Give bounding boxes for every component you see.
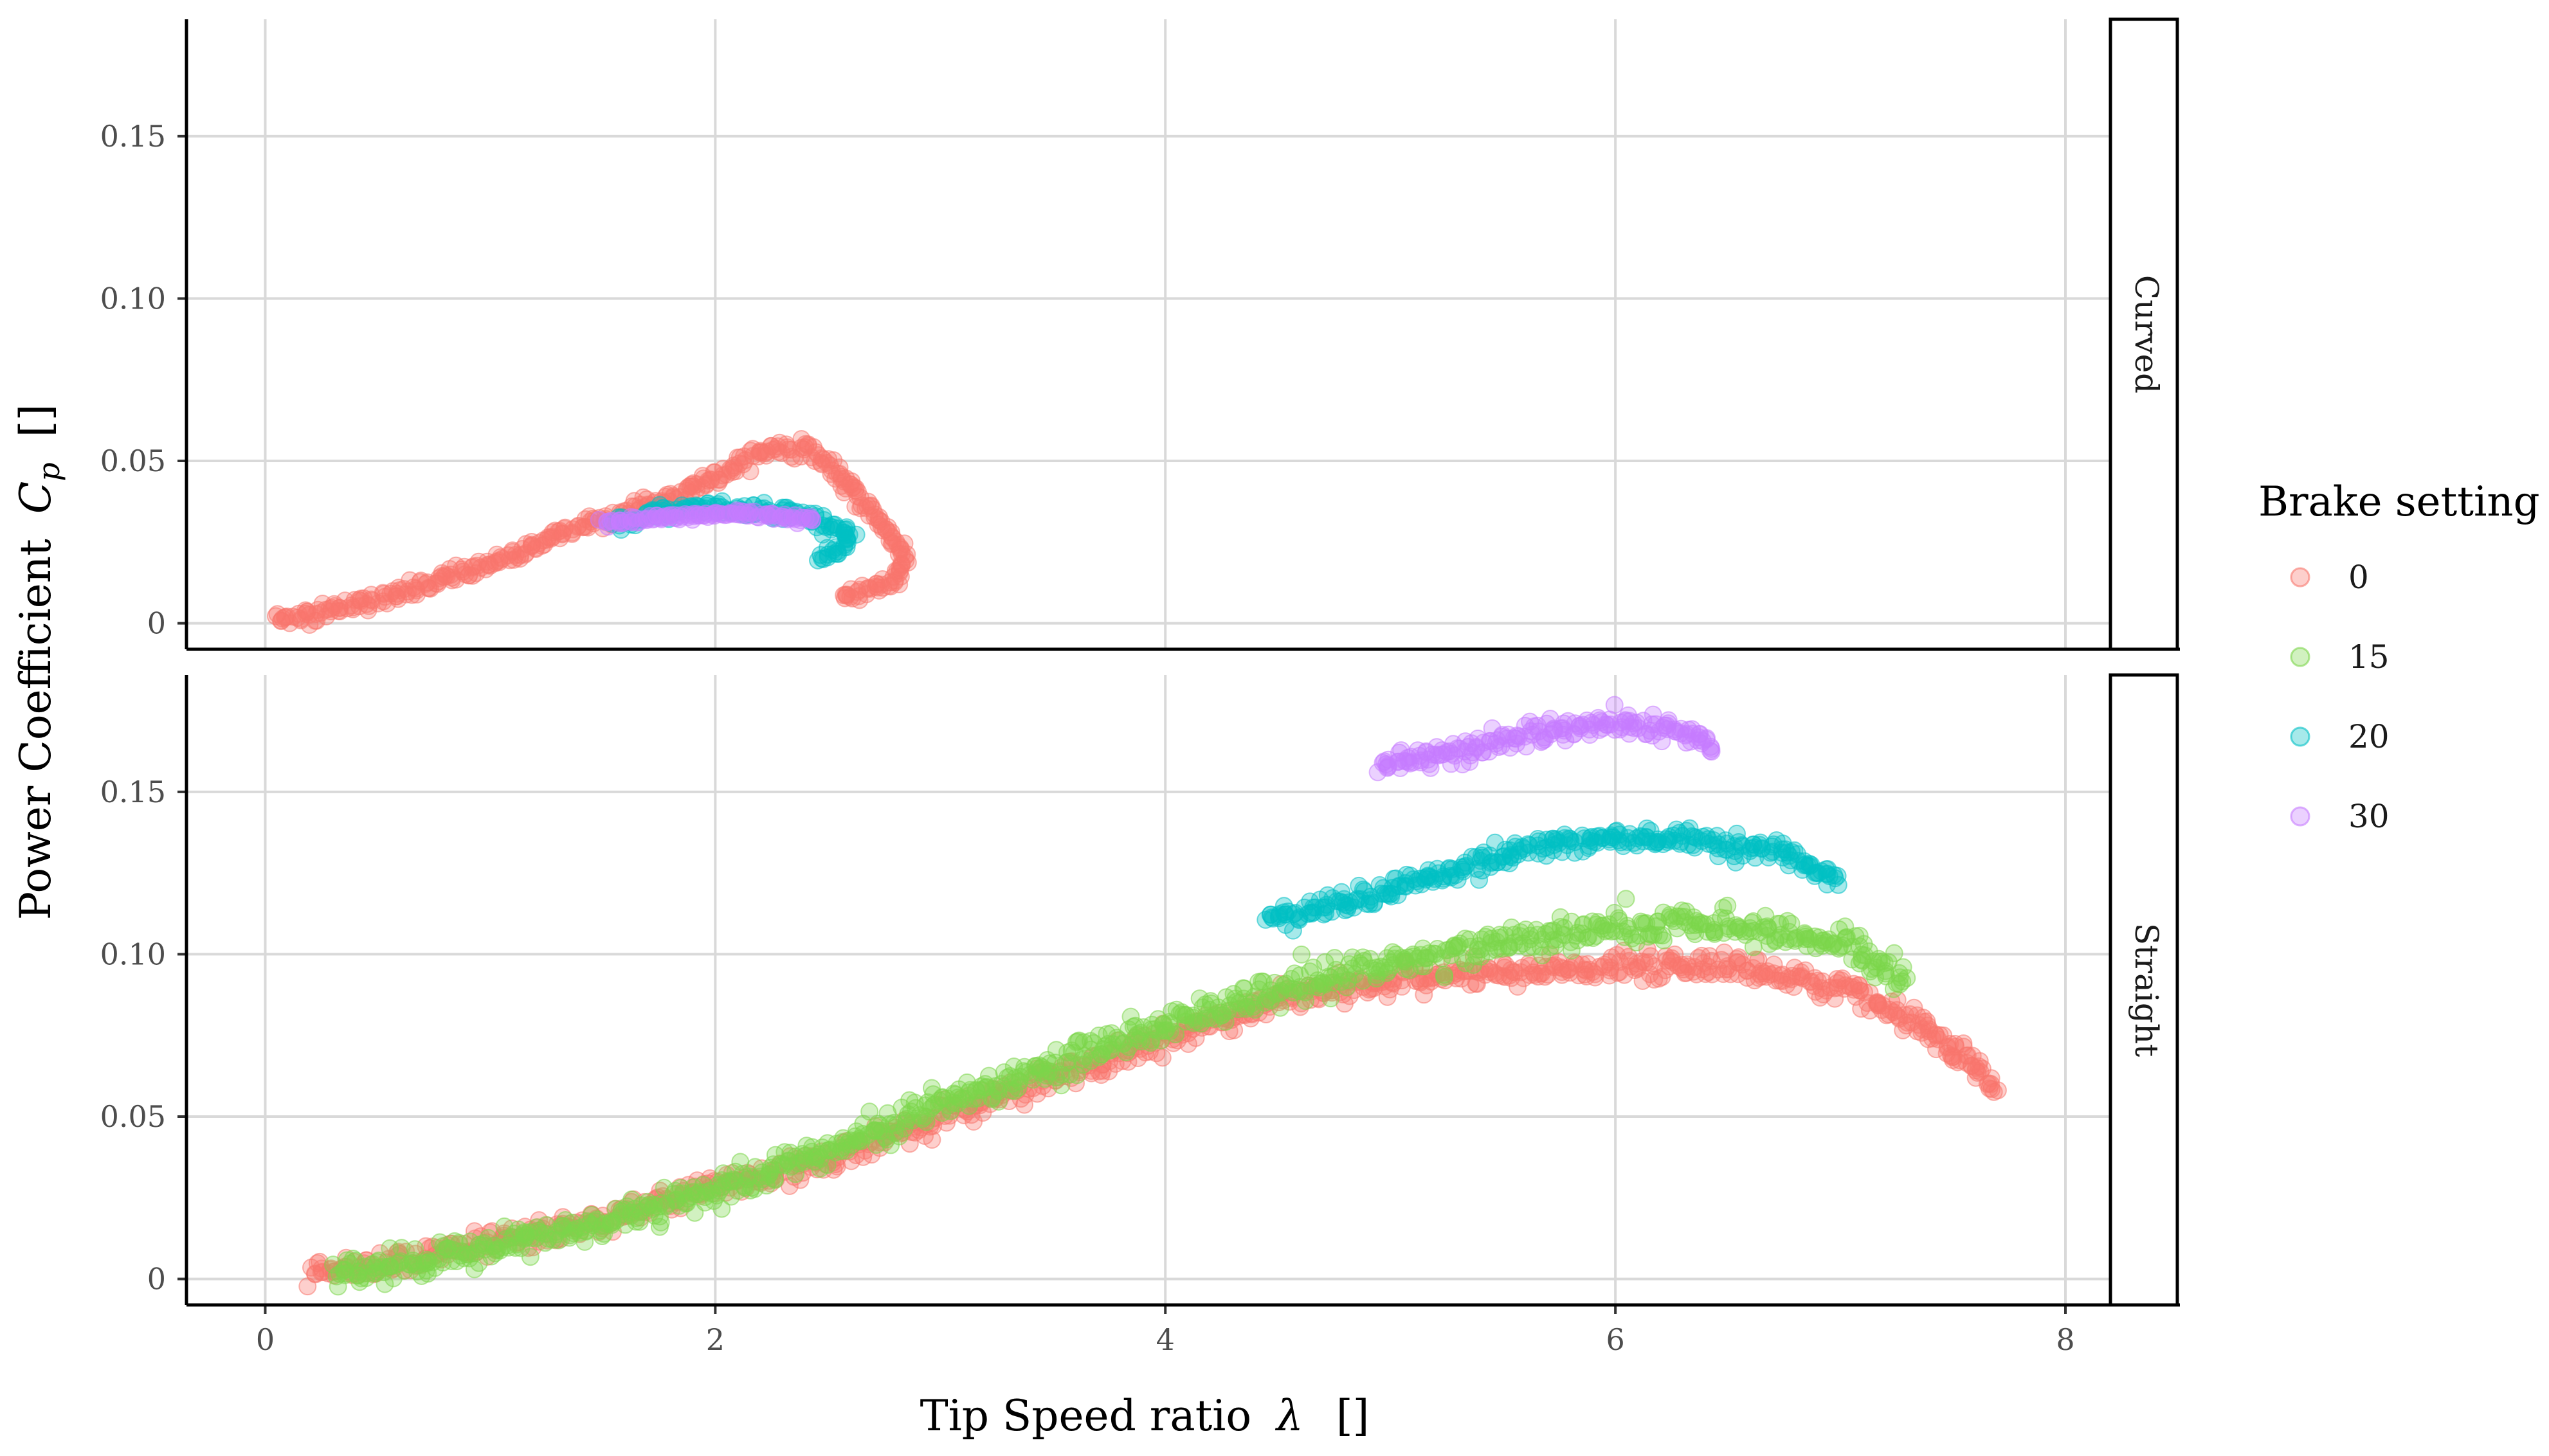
legend-label: 0 xyxy=(2348,559,2369,596)
x-axis-title: Tip Speed ratio λ [] xyxy=(920,1391,1370,1441)
y-tick-label: 0 xyxy=(147,1262,166,1297)
y-axis-title-symbol: C xyxy=(11,481,60,514)
point xyxy=(397,585,415,604)
panel-curved-strip-label: Curved xyxy=(2128,275,2165,393)
point xyxy=(442,565,460,584)
point xyxy=(1435,968,1454,986)
legend-key xyxy=(2290,726,2310,747)
y-axis-title-unit: [] xyxy=(11,404,60,438)
point xyxy=(818,539,837,557)
panel-straight: 0 0.05 0.10 0.15 0 2 4 6 8 Straight xyxy=(100,673,2180,1357)
legend-key xyxy=(2290,806,2310,827)
y-tick-label: 0.05 xyxy=(100,444,166,478)
x-tick-label: 2 xyxy=(706,1322,725,1357)
point xyxy=(1617,890,1635,908)
x-tick-label: 0 xyxy=(256,1322,275,1357)
panel-curved: 0 0.05 0.10 0.15 Curved xyxy=(100,17,2180,651)
y-axis-title-subscript: p xyxy=(32,462,66,481)
panel-straight-grid xyxy=(186,675,2110,1305)
panel-curved-points xyxy=(266,430,917,634)
point xyxy=(1714,899,1732,917)
point xyxy=(1702,742,1721,761)
x-tick-label: 8 xyxy=(2056,1322,2074,1357)
x-tick-label: 4 xyxy=(1156,1322,1175,1357)
legend-title: Brake setting xyxy=(2258,478,2540,526)
y-tick-label: 0.15 xyxy=(100,775,166,809)
point xyxy=(1293,945,1311,964)
legend-label: 20 xyxy=(2348,718,2390,755)
point xyxy=(766,1171,785,1189)
legend-label: 30 xyxy=(2348,798,2390,835)
panel-straight-strip-label: Straight xyxy=(2128,923,2165,1057)
point xyxy=(689,507,708,525)
panel-curved-grid xyxy=(186,19,2110,649)
y-tick-label: 0 xyxy=(147,606,166,641)
x-axis-title-text: Tip Speed ratio xyxy=(920,1391,1251,1441)
point xyxy=(1894,958,1912,976)
y-axis-title-text: Power Coefficient xyxy=(11,539,60,920)
point xyxy=(1744,938,1763,957)
legend-key xyxy=(2290,647,2310,667)
y-tick-label: 0.15 xyxy=(100,119,166,154)
panel-curved-y-ticks: 0 0.05 0.10 0.15 xyxy=(100,119,186,641)
panel-straight-points xyxy=(298,696,2007,1296)
point xyxy=(809,551,827,570)
y-tick-label: 0.05 xyxy=(100,1099,166,1134)
point xyxy=(1321,989,1340,1008)
panel-curved-strip xyxy=(2109,17,2179,651)
point xyxy=(1271,998,1289,1017)
point xyxy=(819,548,837,566)
point xyxy=(1988,1081,2007,1100)
y-tick-label: 0.10 xyxy=(100,937,166,971)
point xyxy=(1153,1048,1172,1067)
x-tick-label: 6 xyxy=(1606,1322,1624,1357)
point xyxy=(803,510,822,529)
legend-label: 15 xyxy=(2348,638,2390,676)
point xyxy=(835,586,853,604)
point xyxy=(1605,696,1624,714)
y-tick-label: 0.10 xyxy=(100,281,166,316)
x-axis-title-symbol: λ xyxy=(1274,1391,1303,1441)
point xyxy=(1296,992,1314,1011)
point xyxy=(651,1213,670,1232)
series-brake-30 xyxy=(590,501,822,536)
x-axis-title-unit: [] xyxy=(1336,1391,1370,1441)
point xyxy=(891,561,909,580)
point xyxy=(1970,1057,1988,1075)
point xyxy=(521,1248,540,1266)
legend-key xyxy=(2290,567,2310,588)
point xyxy=(741,462,759,481)
point xyxy=(1828,867,1847,885)
series-brake-0 xyxy=(266,430,917,634)
